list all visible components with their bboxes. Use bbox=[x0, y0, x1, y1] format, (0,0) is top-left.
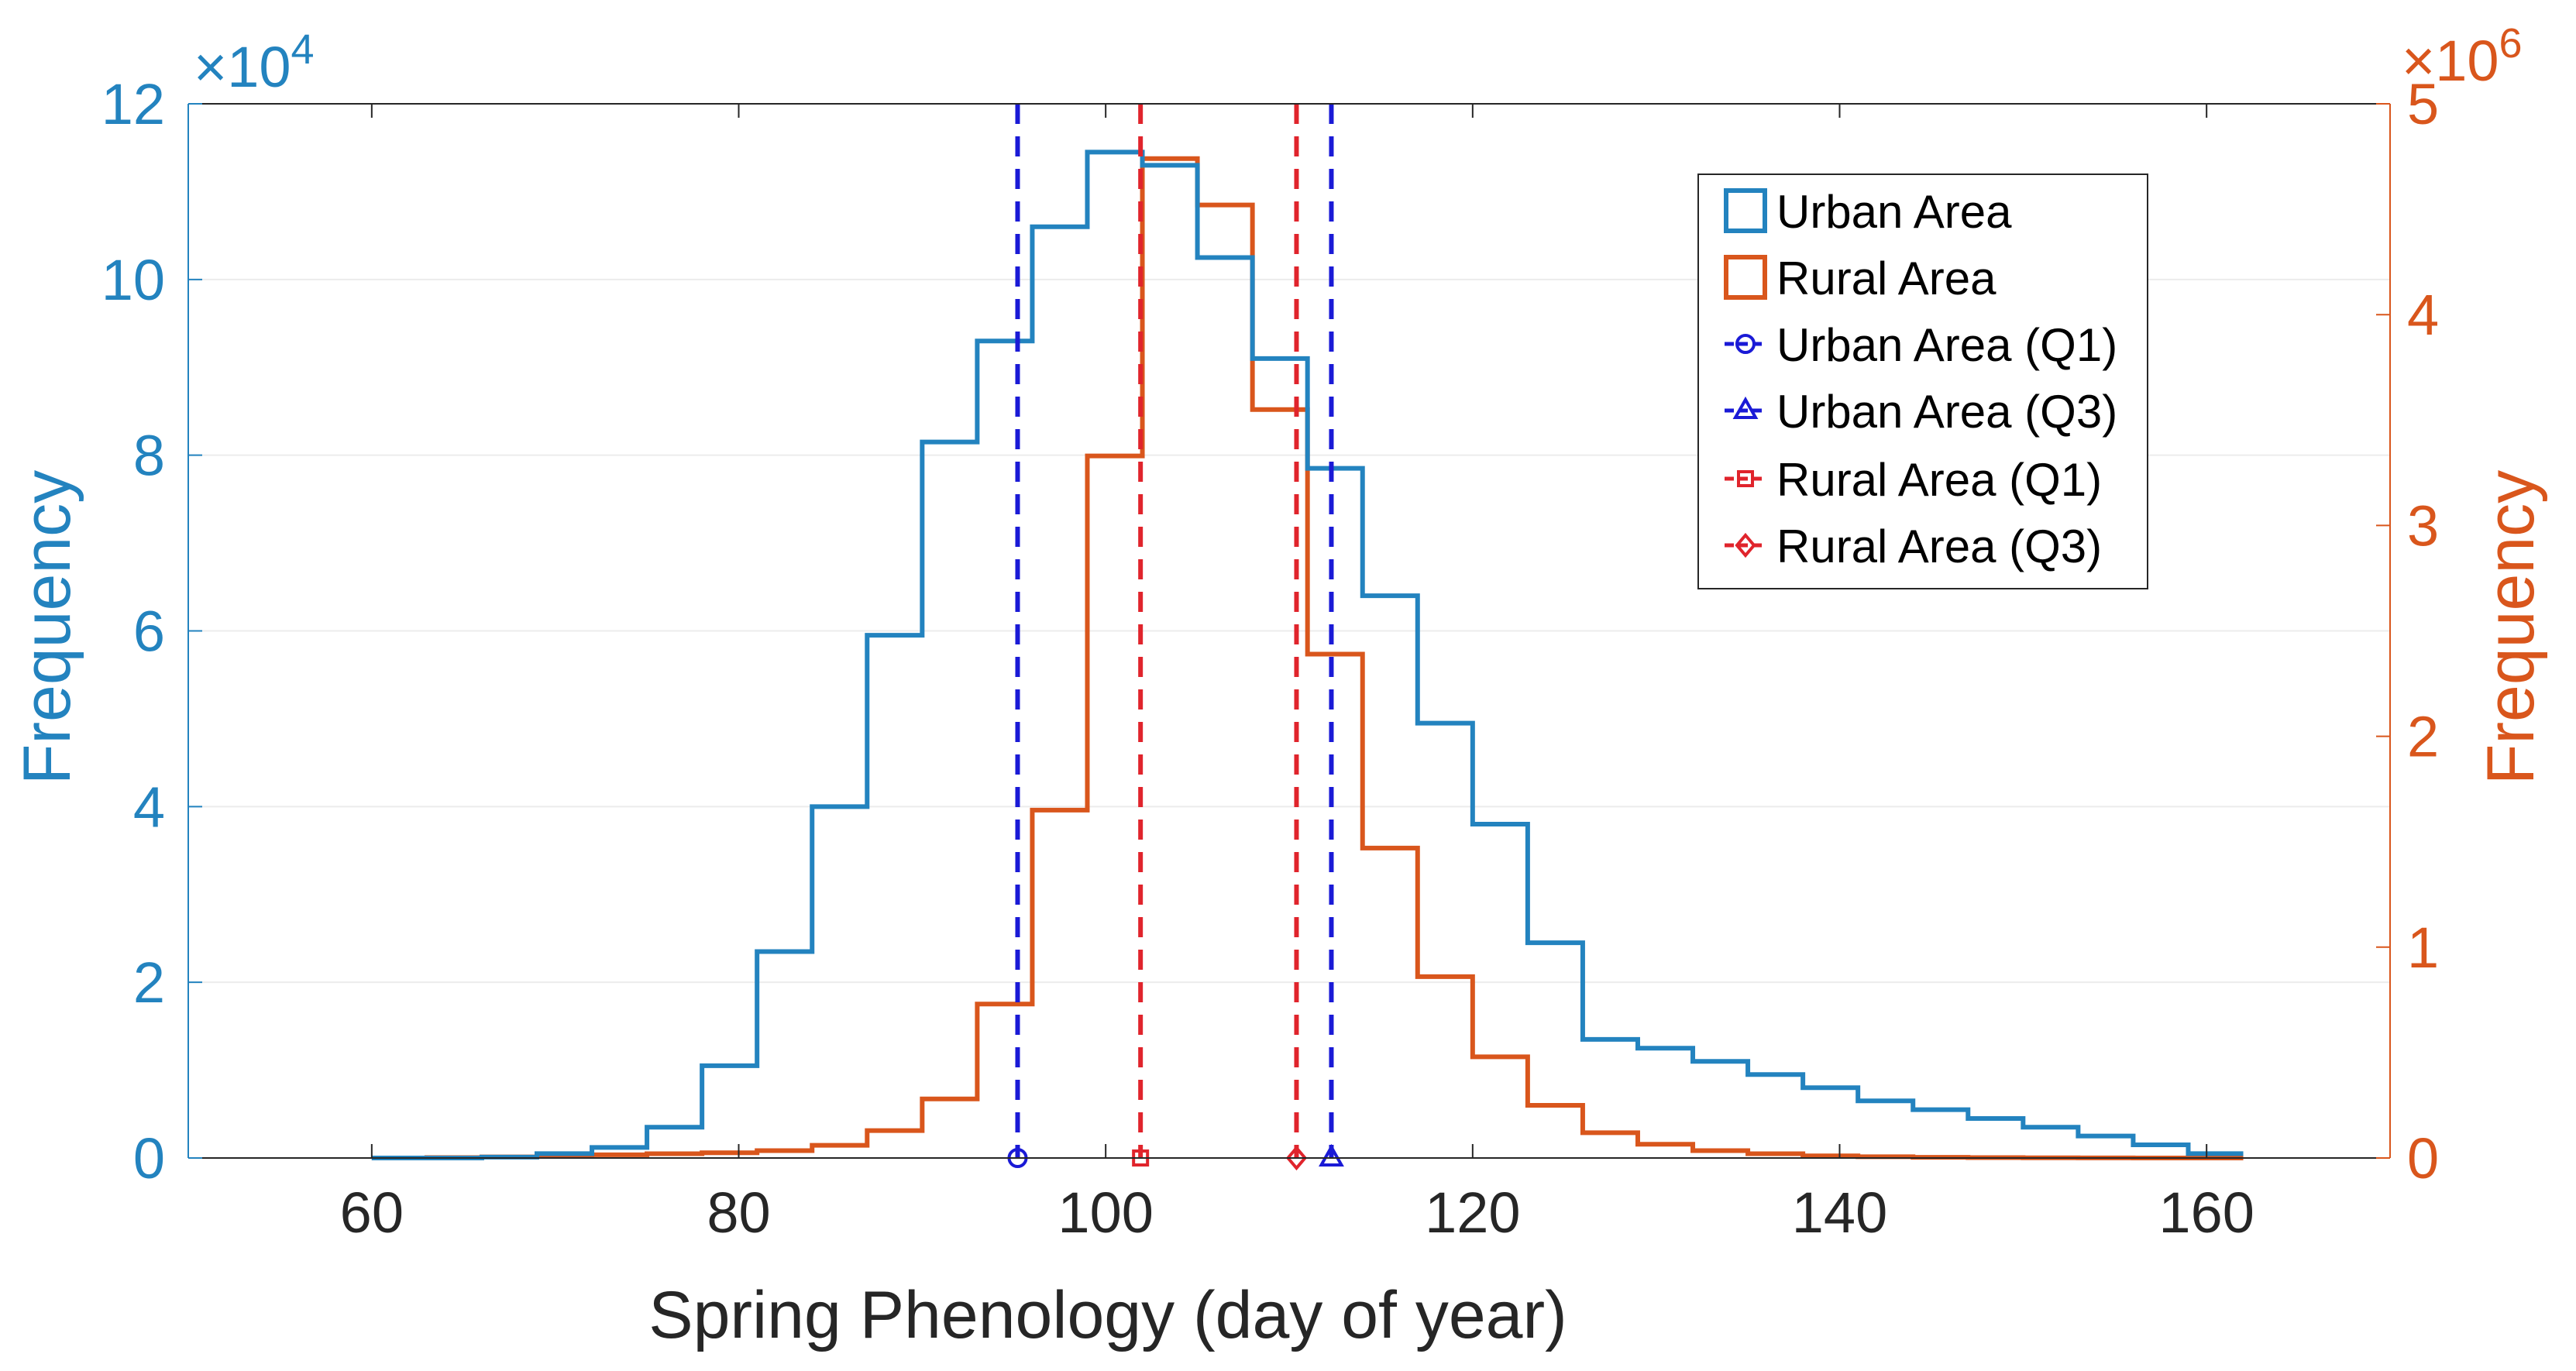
urban-histogram bbox=[371, 149, 2244, 1160]
legend-marker bbox=[1732, 396, 1759, 419]
y-left-tick-label: 0 bbox=[133, 1126, 165, 1191]
right-exponent-power: 6 bbox=[2499, 20, 2523, 67]
left-exponent-base: ×10 bbox=[194, 35, 291, 99]
x-tick-label: 120 bbox=[1425, 1180, 1520, 1245]
x-tick-label: 160 bbox=[2158, 1180, 2254, 1245]
y-left-tick-label: 4 bbox=[133, 775, 165, 839]
y-left-tick-label: 8 bbox=[133, 424, 165, 488]
x-tick-label: 60 bbox=[340, 1180, 404, 1245]
x-tick-label: 100 bbox=[1058, 1180, 1153, 1245]
legend-swatch bbox=[1724, 188, 1767, 233]
y-axis-label-left: Frequency bbox=[10, 470, 84, 785]
quartile-lines bbox=[1007, 104, 1344, 1171]
left-exponent-power: 4 bbox=[291, 26, 315, 73]
y-right-tick-label: 1 bbox=[2407, 916, 2439, 980]
x-tick-label: 140 bbox=[1792, 1180, 1887, 1245]
quartile-marker bbox=[1285, 1145, 1308, 1171]
legend-marker bbox=[1737, 470, 1754, 487]
quartile-marker bbox=[1319, 1143, 1344, 1167]
right-axis-exponent: ×106 bbox=[2402, 20, 2523, 93]
legend-label: Rural Area (Q3) bbox=[1776, 521, 2102, 572]
legend-marker bbox=[1735, 334, 1756, 354]
legend-label: Rural Area (Q1) bbox=[1776, 454, 2102, 506]
legend-label: Urban Area (Q1) bbox=[1776, 319, 2117, 371]
y-left-tick-label: 12 bbox=[101, 72, 165, 136]
right-exponent-base: ×10 bbox=[2402, 29, 2499, 93]
legend-label: Urban Area (Q3) bbox=[1776, 386, 2117, 438]
urban-area-series bbox=[371, 149, 2244, 1160]
legend-items: Urban Area Rural Area Urban Area (Q1) Urban… bbox=[1724, 186, 2117, 572]
y-left-tick-label: 6 bbox=[133, 600, 165, 664]
y-right-tick-label: 5 bbox=[2407, 72, 2439, 136]
y-left-tick-label: 2 bbox=[133, 950, 165, 1015]
axes bbox=[187, 103, 2391, 1159]
left-axis-exponent: ×104 bbox=[194, 26, 315, 99]
x-tick-label: 80 bbox=[707, 1180, 770, 1245]
y-right-tick-label: 3 bbox=[2407, 493, 2439, 558]
legend: Urban Area Rural Area Urban Area (Q1) Urban… bbox=[1697, 174, 2148, 589]
x-axis-label: Spring Phenology (day of year) bbox=[648, 1278, 1567, 1352]
y-axis-label-right: Frequency bbox=[2474, 470, 2548, 785]
legend-box bbox=[1697, 174, 2148, 589]
y-right-tick-label: 4 bbox=[2407, 283, 2439, 347]
legend-marker bbox=[1735, 532, 1756, 558]
y-left-tick-label: 10 bbox=[101, 248, 165, 312]
legend-label: Urban Area bbox=[1776, 186, 2012, 238]
legend-label: Rural Area bbox=[1776, 253, 1996, 304]
y-right-tick-label: 2 bbox=[2407, 705, 2439, 769]
y-right-tick-label: 0 bbox=[2407, 1126, 2439, 1191]
legend-swatch bbox=[1724, 255, 1767, 300]
